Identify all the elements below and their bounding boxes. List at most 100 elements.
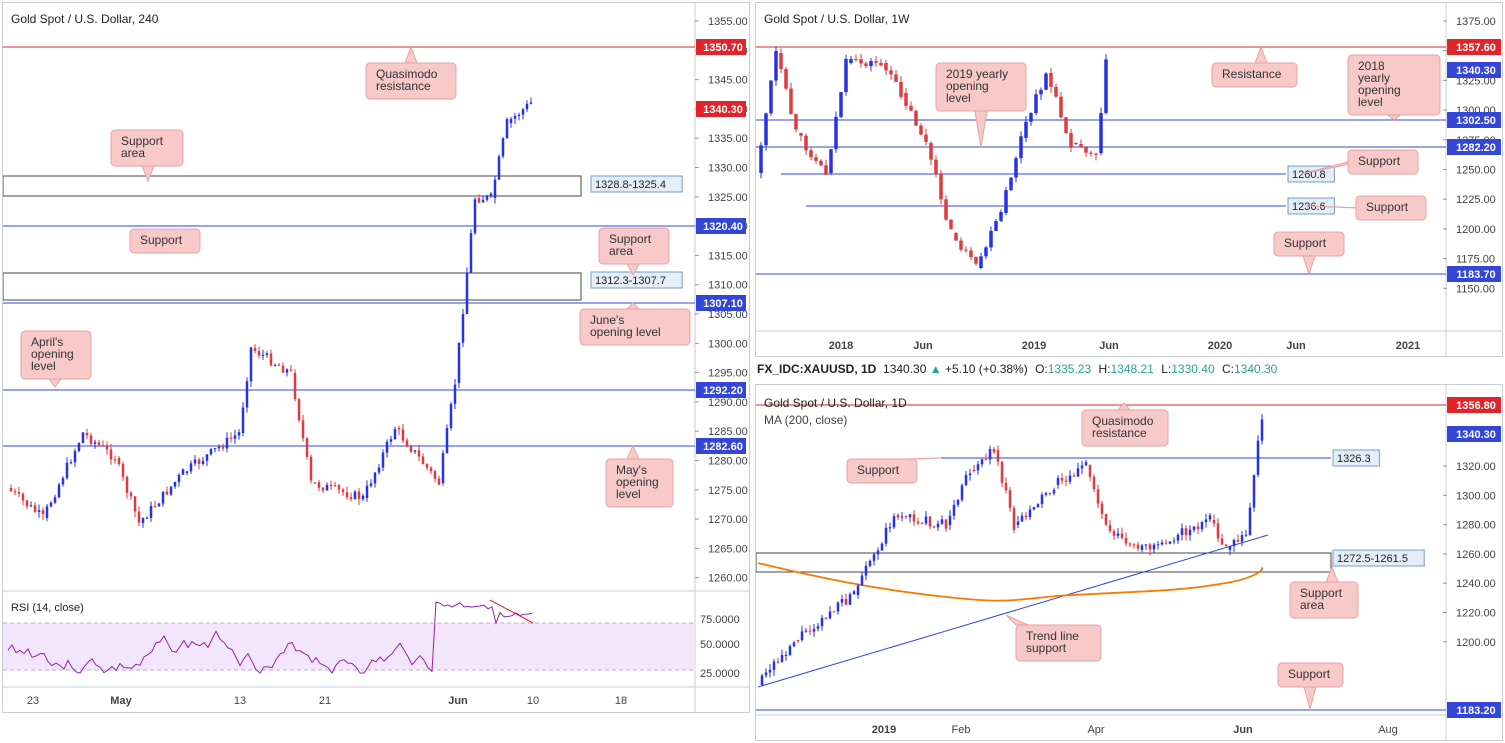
candle-body [1014, 158, 1018, 178]
callout-text: May's [616, 463, 647, 477]
y-tick-label: 1325.00 [708, 192, 748, 204]
callout-text: 2018 [1358, 59, 1385, 73]
daily-chart[interactable]: 1320.00 1300.00 1280.00 1260.00 1240.00 1220.… [756, 385, 1502, 740]
candle-body [1064, 480, 1068, 482]
candle-body [469, 233, 473, 273]
candle-body [1049, 73, 1053, 87]
price-tag-label: 1183.20 [1456, 705, 1495, 717]
callout-pointer [1325, 565, 1339, 583]
trend-line-support [757, 534, 1269, 688]
x-tick-label: 18 [615, 695, 627, 707]
candle-body [1008, 490, 1012, 508]
candle-body [317, 482, 321, 488]
candle-body [974, 257, 978, 264]
h4-candles [9, 97, 533, 528]
candle-body [809, 150, 813, 158]
candle-body [49, 502, 53, 507]
price-tag [1447, 397, 1501, 413]
y-tick-label: 1375.00 [1456, 16, 1496, 28]
candle-body [1204, 519, 1208, 523]
candle-body [25, 500, 29, 507]
candle-body [1084, 147, 1088, 153]
candle-body [948, 515, 952, 525]
candle-body [157, 503, 161, 507]
rsi-band [3, 623, 695, 670]
candle-body [209, 448, 213, 455]
candle-body [920, 523, 924, 525]
callout-pointer [1303, 686, 1317, 711]
candle-body [409, 446, 413, 452]
callout-text: June's [590, 313, 624, 327]
candle-body [505, 119, 509, 139]
candle-body [129, 492, 133, 497]
candle-body [377, 467, 381, 473]
x-tick-label: Apr [1087, 724, 1104, 736]
y-tick-label: 1150.00 [1456, 283, 1495, 295]
candle-body [1256, 440, 1260, 475]
candle-body [217, 446, 221, 449]
y-tick-label: 1295.00 [708, 368, 748, 380]
candle-body [1024, 515, 1028, 518]
level-label: 1326.3 [1337, 453, 1371, 465]
change-arrow-icon: ▲ [929, 362, 942, 376]
candle-body [819, 160, 823, 166]
weekly-chart-panel[interactable]: 1375.001350.001325.001300.001275.001250.… [755, 2, 1503, 357]
level-label: 1260.8 [1292, 169, 1326, 181]
h4-chart[interactable]: 1355.001350.001345.001340.001335.001330.… [3, 3, 749, 712]
daily-candles [760, 414, 1264, 687]
candle-body [848, 594, 852, 605]
candle-body [1224, 544, 1228, 546]
candle-body [45, 506, 49, 518]
callout-text: level [616, 487, 641, 501]
candle-body [289, 369, 293, 371]
candle-body [1104, 59, 1108, 113]
candle-body [509, 118, 513, 123]
candle-body [153, 505, 157, 507]
candle-body [909, 105, 913, 111]
candle-body [449, 403, 453, 429]
candle-body [899, 81, 903, 97]
candle-body [859, 59, 863, 64]
candle-body [929, 143, 933, 160]
daily-symbol-header: FX_IDC:XAUUSD, 1D 1340.30 ▲ +5.10 (+0.38… [757, 362, 1278, 376]
candle-body [808, 630, 812, 632]
candle-body [964, 249, 968, 251]
candle-body [959, 240, 963, 250]
candle-body [1040, 494, 1044, 505]
chart-title: Gold Spot / U.S. Dollar, 1D [764, 396, 907, 410]
weekly-chart[interactable]: 1375.001350.001325.001300.001275.001250.… [756, 3, 1502, 356]
candle-body [812, 628, 816, 632]
candle-body [189, 463, 193, 472]
candle-body [477, 198, 481, 203]
y-tick-label: 1285.00 [708, 426, 748, 438]
candle-body [1112, 530, 1116, 536]
h4-chart-panel[interactable]: 1355.001350.001345.001340.001335.001330.… [2, 2, 750, 713]
callout-text: Support [1300, 586, 1343, 600]
candle-body [880, 543, 884, 551]
y-tick-label: 1175.00 [1456, 254, 1495, 266]
candle-body [109, 449, 113, 460]
candle-body [1232, 539, 1236, 547]
price-tag [696, 295, 746, 311]
candle-body [273, 364, 277, 366]
candle-body [1148, 544, 1152, 550]
candle-body [177, 474, 181, 482]
price-tag [696, 218, 746, 234]
candle-body [1004, 190, 1008, 213]
candle-body [769, 80, 773, 114]
candle-body [1029, 113, 1033, 122]
daily-chart-panel[interactable]: 1320.00 1300.00 1280.00 1260.00 1240.00 1220.… [755, 384, 1503, 741]
candle-body [816, 626, 820, 629]
y-tick-label: 1265.00 [708, 543, 748, 555]
candle-body [301, 420, 305, 439]
level-label: 1272.5-1261.5 [1337, 553, 1408, 565]
candle-body [1132, 544, 1136, 546]
candle-body [1160, 542, 1164, 545]
candle-body [919, 125, 923, 135]
candle-body [1074, 143, 1078, 144]
callout-text: Resistance [1222, 67, 1282, 81]
candle-body [29, 505, 33, 507]
rsi-divergence-line [489, 599, 534, 624]
candle-body [914, 110, 918, 126]
y-tick-label: 1355.00 [708, 16, 748, 28]
